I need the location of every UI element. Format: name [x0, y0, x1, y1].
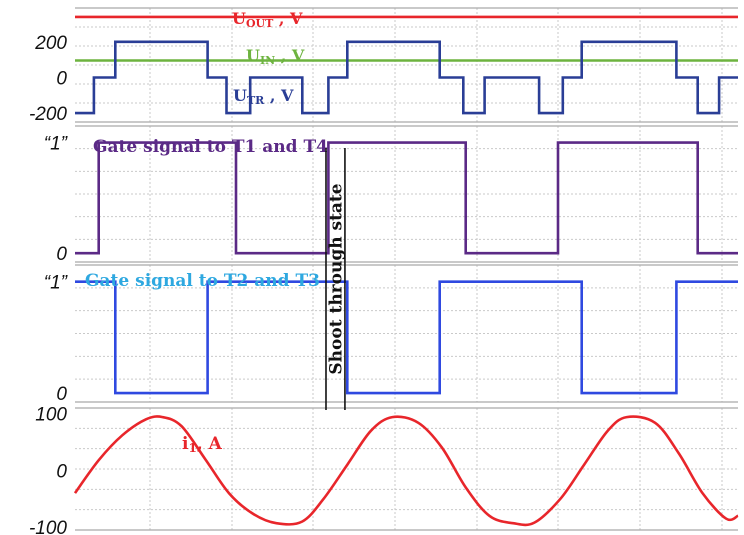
y-tick-label: 0 — [56, 244, 67, 265]
series-line-gate-signal-to-t1-and-t4 — [75, 141, 738, 255]
series-label: UTR , V — [233, 86, 294, 107]
y-tick-label: 0 — [56, 68, 67, 89]
y-tick-label: 0 — [56, 384, 67, 405]
panel-title: Gate signal to T1 and T4 — [93, 137, 328, 157]
shoot-through-label: Shoot through state — [326, 183, 346, 374]
panel-4: 100 0 -100 i1, A — [29, 405, 739, 535]
panel-1: 200 0 -200 UOUT , V UIN , V UTR , V — [29, 7, 738, 125]
series-line-utr — [75, 40, 738, 115]
series-line-i1 — [73, 415, 739, 527]
y-tick-label: 200 — [34, 33, 67, 54]
y-tick-label: 0 — [56, 461, 67, 482]
series-line-gate-signal-to-t2-and-t3 — [75, 280, 738, 395]
series-label: UIN , V — [246, 46, 305, 67]
series-label: UOUT , V — [232, 9, 303, 30]
y-tick-label: “1” — [44, 134, 69, 155]
y-tick-label: 100 — [35, 405, 67, 426]
y-tick-label: -100 — [29, 518, 67, 535]
panel-2: “1” 0 Gate signal to T1 and T4 — [44, 125, 738, 265]
y-tick-label: “1” — [44, 273, 69, 294]
panel-3: “1” 0 Gate signal to T2 and T3 — [44, 264, 738, 405]
panel-title: Gate signal to T2 and T3 — [85, 271, 320, 291]
series-label: i1, A — [182, 434, 223, 455]
y-tick-label: -200 — [29, 104, 67, 125]
